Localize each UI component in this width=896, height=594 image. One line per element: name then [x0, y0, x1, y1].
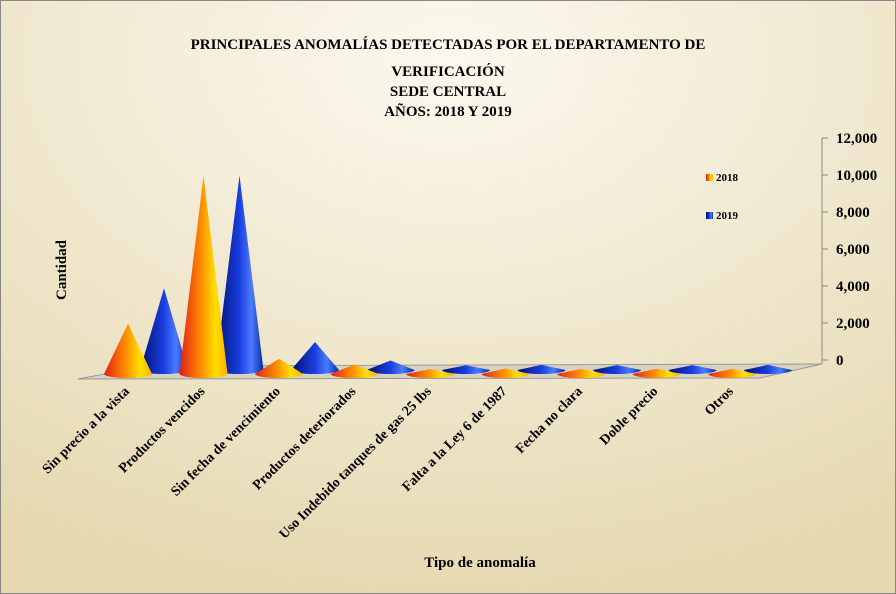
cone: [744, 364, 792, 374]
cone: [668, 365, 717, 374]
cone: [140, 288, 188, 374]
cone: [593, 365, 641, 374]
cone: [330, 364, 379, 378]
y-axis-label: Cantidad: [54, 239, 70, 300]
chart-title: PRINCIPALES ANOMALÍAS DETECTADAS POR EL …: [191, 36, 706, 53]
legend-swatch: [706, 174, 713, 181]
cone: [215, 175, 264, 374]
legend-swatch: [706, 212, 713, 219]
cone: [179, 175, 228, 378]
cone: [366, 360, 415, 374]
y-tick-label: 0: [836, 353, 844, 369]
cone: [255, 358, 303, 378]
y-tick-label: 6,000: [836, 242, 870, 258]
cone: [557, 368, 605, 378]
x-axis-label: Tipo de anomalía: [424, 555, 536, 571]
chart-title: SEDE CENTRAL: [390, 84, 506, 100]
cone: [104, 323, 152, 378]
y-tick-label: 4,000: [836, 279, 870, 295]
cone: [442, 365, 490, 374]
cone: [632, 368, 681, 378]
legend-label: 2018: [716, 172, 739, 184]
chart-title: VERIFICACIÓN: [391, 63, 505, 80]
cone: [517, 364, 566, 374]
cone: [406, 369, 454, 378]
chart-title: AÑOS: 2018 Y 2019: [384, 102, 512, 120]
y-tick-label: 8,000: [836, 205, 870, 221]
y-tick-label: 10,000: [836, 168, 877, 184]
cone: [481, 368, 530, 378]
cone: [291, 341, 339, 374]
y-tick-label: 2,000: [836, 316, 870, 332]
cone: [708, 368, 756, 378]
legend-label: 2019: [716, 210, 739, 222]
y-tick-label: 12,000: [836, 131, 877, 147]
